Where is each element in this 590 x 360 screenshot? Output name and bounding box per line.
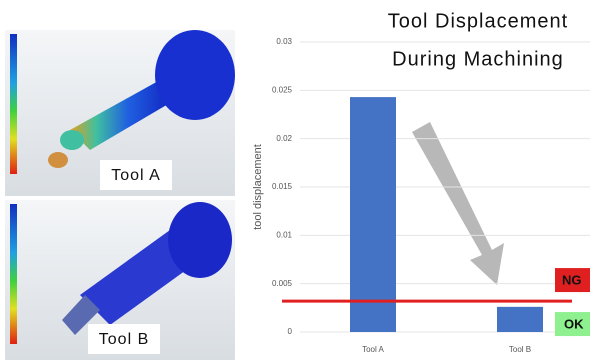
bar (350, 97, 396, 332)
y-axis-label: tool displacement (252, 144, 264, 230)
ok-label: OK (564, 317, 584, 332)
y-tick-label: 0.005 (272, 279, 293, 288)
panel-label: Tool B (99, 331, 149, 348)
y-tick-label: 0 (288, 327, 293, 336)
ng-label: NG (562, 273, 582, 288)
x-tick-label: Tool A (362, 345, 384, 354)
x-tick-label: Tool B (509, 345, 531, 354)
y-tick-label: 0.015 (272, 182, 293, 191)
bar (497, 307, 543, 332)
arrow (412, 122, 504, 285)
y-tick-label: 0.02 (276, 134, 292, 143)
page: 0 0.005 0.01 0.015 0.02 0.025 0.03 tool displac… (0, 0, 590, 360)
chart-title: During Machining (392, 48, 564, 70)
y-tick-label: 0.01 (276, 230, 292, 239)
panel-label: Tool A (111, 167, 161, 184)
y-tick-label: 0.025 (272, 85, 293, 94)
y-tick-label: 0.03 (276, 37, 292, 46)
chart-title: Tool Displacement (388, 10, 568, 32)
